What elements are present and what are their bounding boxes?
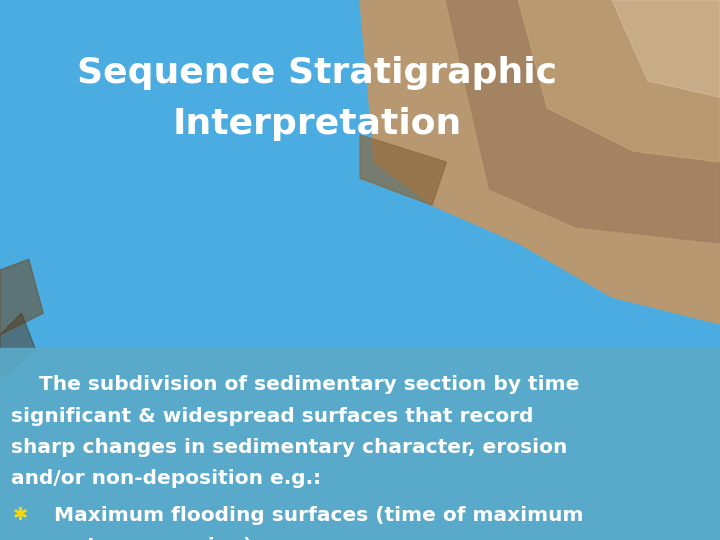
Polygon shape (360, 0, 720, 324)
Polygon shape (446, 0, 720, 243)
Text: sharp changes in sedimentary character, erosion: sharp changes in sedimentary character, … (11, 438, 567, 457)
Text: transgression): transgression) (86, 537, 253, 540)
Polygon shape (360, 135, 446, 205)
Text: Maximum flooding surfaces (time of maximum: Maximum flooding surfaces (time of maxim… (54, 506, 583, 525)
Polygon shape (0, 259, 43, 335)
Text: Interpretation: Interpretation (172, 107, 462, 141)
Text: ✱: ✱ (13, 506, 28, 524)
Text: significant & widespread surfaces that record: significant & widespread surfaces that r… (11, 407, 534, 426)
Text: and/or non-deposition e.g.:: and/or non-deposition e.g.: (11, 469, 321, 488)
Text: Sequence Stratigraphic: Sequence Stratigraphic (77, 56, 557, 90)
Bar (0, 348, 720, 540)
Polygon shape (0, 313, 36, 378)
Polygon shape (612, 0, 720, 97)
Text: The subdivision of sedimentary section by time: The subdivision of sedimentary section b… (11, 375, 579, 394)
Polygon shape (518, 0, 720, 162)
